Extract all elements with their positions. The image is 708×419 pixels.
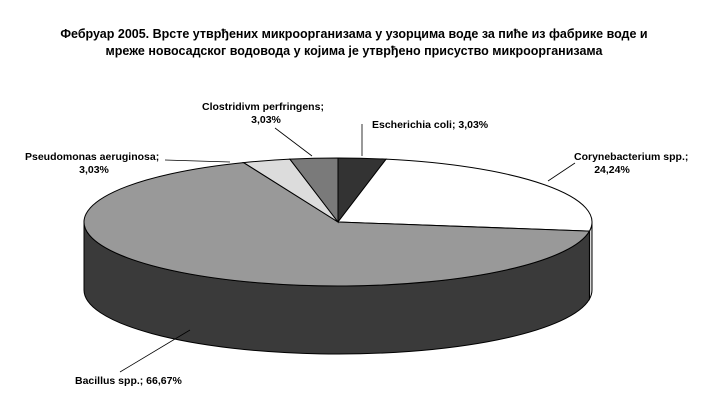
label-bacillus: Bacillus spp.; 66,67%: [75, 375, 182, 387]
label-escherichia-coli: Escherichia coli; 3,03%: [372, 119, 489, 131]
label-corynebacterium-line1: Corynebacterium spp.;: [574, 151, 688, 163]
slice-corynebacterium-spp: [337, 158, 593, 232]
slice-bacillus-spp: [83, 162, 591, 287]
leader-corynebacterium: [547, 162, 576, 182]
label-clostridium-line1: Clostridivm perfringens;: [202, 101, 324, 113]
label-corynebacterium-line2: 24,24%: [594, 164, 630, 176]
slice-clostridium-perfringens: [288, 157, 339, 224]
label-pseudomonas-line1: Pseudomonas aeruginosa;: [25, 151, 159, 163]
label-pseudomonas-line2: 3,03%: [79, 164, 109, 176]
leader-pseudomonas: [164, 159, 231, 163]
chart-title: Фебруар 2005. Врсте утврђених микроорган…: [60, 27, 648, 58]
leader-clostridium: [274, 127, 313, 157]
label-clostridium-line2: 3,03%: [251, 114, 281, 126]
leader-bacillus: [119, 329, 191, 373]
